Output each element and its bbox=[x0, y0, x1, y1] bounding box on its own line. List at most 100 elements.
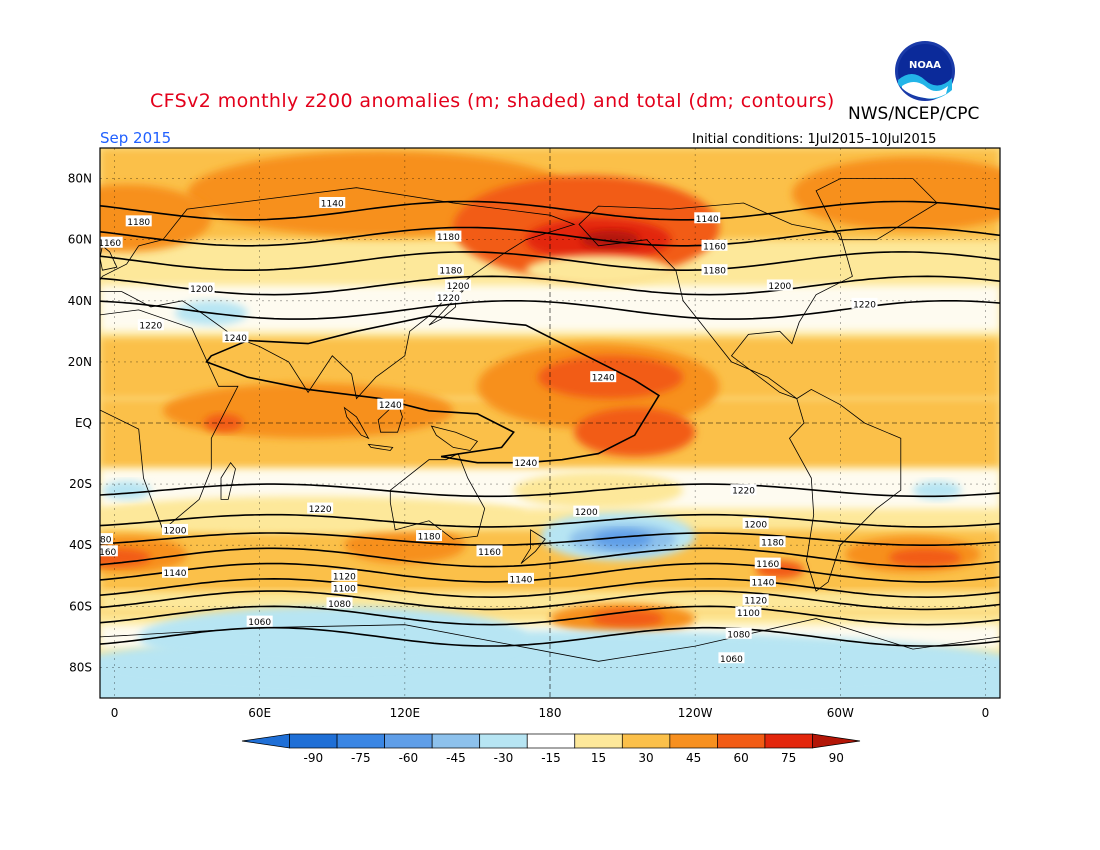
contour-label-text: 1160 bbox=[93, 548, 116, 558]
anomaly-blob bbox=[102, 481, 151, 500]
contour-label-bg bbox=[730, 484, 757, 496]
contour-label: 1220 bbox=[137, 319, 164, 332]
contour-label: 1180 bbox=[100, 533, 113, 546]
colorbar-label: -90 bbox=[304, 751, 324, 765]
contour-label: 1100 bbox=[735, 606, 762, 619]
contour-label-text: 1200 bbox=[447, 282, 470, 292]
contour-label: 1180 bbox=[416, 530, 443, 543]
longitude-tick-label: 60W bbox=[827, 706, 854, 720]
contour-label: 1220 bbox=[435, 291, 462, 304]
contour-label-text: 1140 bbox=[164, 569, 187, 579]
contour-line bbox=[100, 590, 1000, 611]
contour-label: 1200 bbox=[766, 279, 793, 292]
colorbar-swatch bbox=[384, 733, 433, 749]
contour-label-text: 1240 bbox=[224, 334, 247, 344]
contour-label: 1240 bbox=[222, 331, 249, 344]
contour-label-bg bbox=[331, 582, 358, 593]
contour-label-text: 1180 bbox=[439, 267, 462, 277]
contour-label-bg bbox=[476, 545, 503, 557]
contour-label-text: 1100 bbox=[737, 609, 760, 619]
anomaly-blob bbox=[912, 481, 962, 500]
logo-text: NOAA bbox=[909, 60, 941, 71]
contour-label: 1160 bbox=[93, 545, 118, 558]
colorbar-label: 15 bbox=[591, 751, 606, 765]
contour-label-bg bbox=[162, 566, 188, 578]
contour-label: 1140 bbox=[319, 197, 346, 210]
contour-label: 1080 bbox=[725, 627, 752, 640]
colorbar-label: 60 bbox=[734, 751, 749, 765]
longitude-axis: 0 60E 120E 180 120W 60W 0 bbox=[111, 706, 990, 720]
latitude-tick-label: 20S bbox=[69, 477, 92, 491]
colorbar-swatch bbox=[717, 733, 766, 749]
contour-label: 1140 bbox=[749, 575, 776, 588]
contour-label-bg bbox=[766, 279, 793, 291]
contour-label-bg bbox=[742, 594, 769, 606]
contour-label-bg bbox=[100, 236, 123, 248]
anomaly-blob bbox=[791, 157, 1000, 231]
contour-label-bg bbox=[307, 502, 334, 514]
contour-line bbox=[100, 251, 1000, 271]
contour-line bbox=[100, 547, 1000, 568]
contour-label: 1120 bbox=[742, 594, 769, 607]
landmass-outline bbox=[578, 202, 853, 399]
contour-label-text: 1180 bbox=[127, 218, 150, 228]
initial-conditions-label: Initial conditions: 1Jul2015–10Jul2015 bbox=[692, 132, 937, 147]
contour-label: 1200 bbox=[742, 517, 769, 530]
contour-label-bg bbox=[437, 264, 464, 276]
contour-label: 1240 bbox=[590, 371, 617, 384]
map-frame bbox=[99, 147, 1001, 699]
colorbar-swatch bbox=[669, 733, 718, 749]
colorbar-label: -30 bbox=[494, 751, 514, 765]
contour-label-text: 1240 bbox=[379, 401, 402, 411]
contour-label-bg bbox=[851, 297, 878, 309]
landmass-outline bbox=[789, 388, 902, 592]
contour-label-bg bbox=[435, 291, 462, 303]
contour-label-text: 1200 bbox=[744, 520, 767, 530]
contour-label-text: 1160 bbox=[756, 560, 779, 570]
contour-label-text: 1180 bbox=[437, 233, 460, 243]
longitude-tick-label: 120E bbox=[390, 706, 421, 720]
latitude-tick-label: EQ bbox=[75, 416, 92, 430]
contour-label-bg bbox=[701, 239, 728, 251]
contour-label: 1200 bbox=[162, 523, 188, 536]
contour-label-bg bbox=[222, 331, 249, 343]
landmass-outline bbox=[430, 425, 479, 451]
anomaly-blob bbox=[574, 407, 696, 457]
contour-label: 1060 bbox=[718, 652, 745, 665]
contour-label-bg bbox=[507, 572, 534, 584]
contour-label: 1220 bbox=[851, 297, 878, 310]
contour-label-bg bbox=[377, 398, 404, 410]
contour-line bbox=[100, 200, 1000, 221]
contour-label-text: 1140 bbox=[696, 215, 719, 225]
contour-label-text: 1160 bbox=[478, 548, 501, 558]
longitude-tick-label: 120W bbox=[678, 706, 713, 720]
landmass-outline bbox=[389, 453, 486, 540]
contour-label-text: 1220 bbox=[309, 505, 332, 515]
contour-label-text: 1140 bbox=[510, 575, 533, 585]
colorbar-arrow-low bbox=[241, 733, 290, 749]
contour-label: 1120 bbox=[331, 569, 358, 582]
contour-label-text: 1200 bbox=[768, 282, 791, 292]
contour-label-text: 1180 bbox=[703, 267, 726, 277]
contour-label-text: 1140 bbox=[751, 578, 774, 588]
contour-label: 1100 bbox=[331, 582, 358, 595]
contour-label: 1160 bbox=[100, 236, 123, 249]
noaa-logo-icon: NOAA bbox=[895, 41, 955, 101]
contour-label-bg bbox=[125, 215, 152, 227]
contour-label-text: 1180 bbox=[418, 533, 441, 543]
colorbar-label: 90 bbox=[829, 751, 844, 765]
contour-label-bg bbox=[246, 615, 273, 627]
colorbar-label: 45 bbox=[686, 751, 701, 765]
colorbar-label: -15 bbox=[541, 751, 561, 765]
landmass-outline bbox=[100, 309, 239, 531]
contour-label: 1160 bbox=[701, 239, 728, 252]
longitude-tick-label: 0 bbox=[111, 706, 119, 720]
landmass-outline bbox=[367, 443, 394, 451]
contour-line bbox=[100, 532, 1000, 546]
valid-month-label: Sep 2015 bbox=[100, 129, 172, 147]
contour-label: 1140 bbox=[507, 572, 534, 585]
contour-label-text: 1160 bbox=[703, 242, 726, 252]
contour-label: 1240 bbox=[512, 456, 539, 469]
contour-label-bg bbox=[735, 606, 762, 618]
contour-label-bg bbox=[573, 505, 600, 517]
